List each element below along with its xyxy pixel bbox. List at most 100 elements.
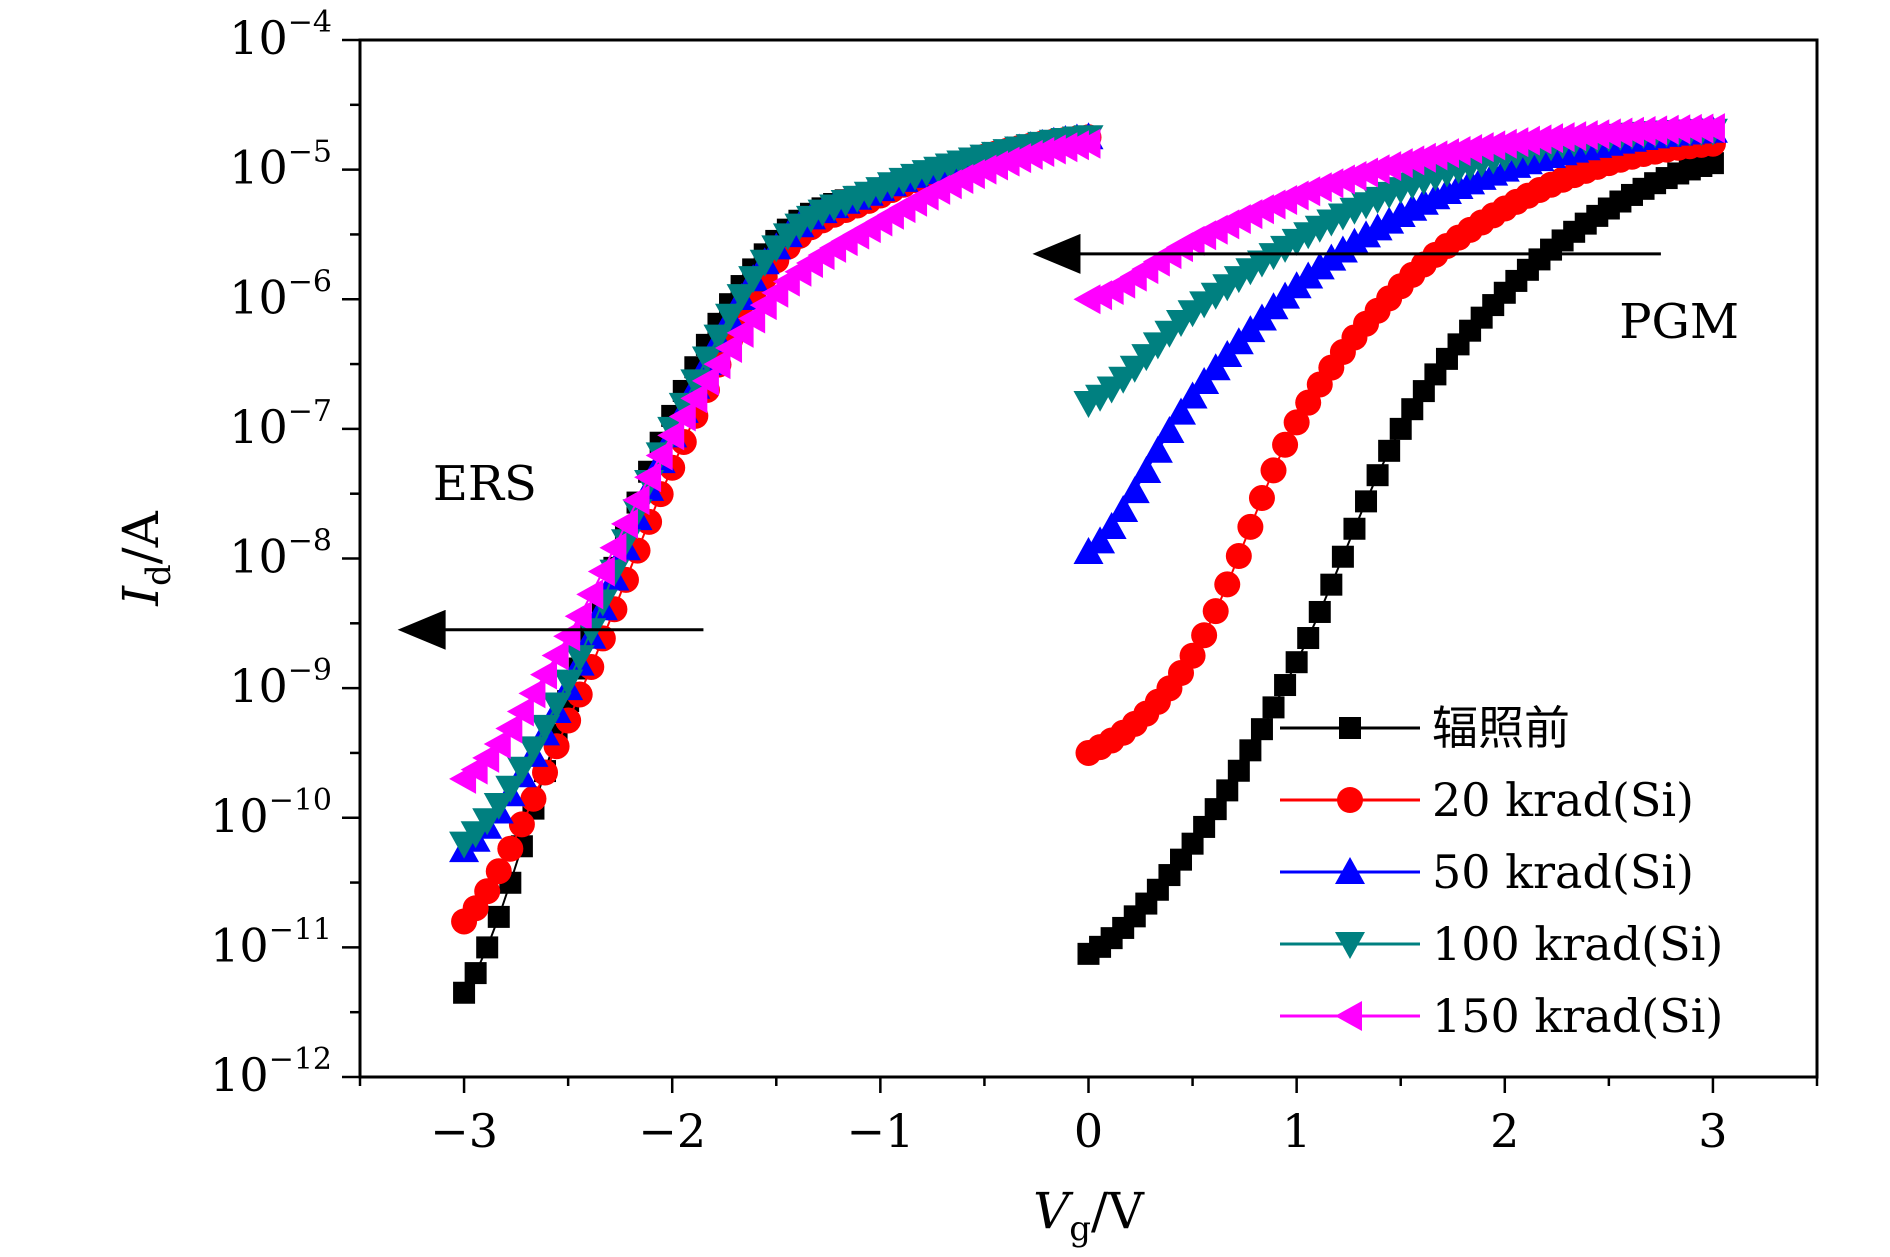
- legend-item: 20 krad(Si): [1280, 773, 1694, 827]
- data-point-pgm: [1489, 128, 1517, 159]
- y-tick-exponent: −10: [269, 783, 332, 818]
- data-point-ers: [1038, 134, 1066, 165]
- data-point-ers: [541, 692, 572, 720]
- y-tick-label: 10−11: [210, 912, 332, 972]
- y-axis-title-part: /A: [112, 510, 170, 564]
- data-point-ers: [495, 713, 523, 744]
- y-tick-label: 10−6: [229, 264, 332, 324]
- data-point-pgm: [1389, 417, 1412, 440]
- data-point-ers: [474, 878, 501, 905]
- data-point-pgm: [1227, 759, 1250, 782]
- data-point-ers: [541, 640, 569, 671]
- data-point-pgm: [1237, 513, 1264, 540]
- legend-marker: [1335, 857, 1365, 884]
- data-point-pgm: [1283, 409, 1310, 436]
- data-point-pgm: [1142, 435, 1173, 463]
- data-point-ers: [657, 420, 685, 451]
- x-tick-label: 1: [1282, 1104, 1311, 1158]
- x-axis-title-part: V: [1033, 1182, 1074, 1240]
- y-tick-exponent: −4: [288, 5, 332, 40]
- data-point-pgm: [1154, 415, 1185, 443]
- data-point-ers: [472, 808, 503, 836]
- series-4: [449, 113, 1725, 794]
- data-point-ers: [497, 835, 524, 862]
- y-tick-base: 10: [210, 918, 269, 972]
- data-point-ers: [749, 249, 780, 277]
- data-point-ers: [564, 601, 592, 632]
- data-point-pgm: [1260, 457, 1287, 484]
- data-point-pgm: [1351, 220, 1382, 248]
- y-axis-title-part: d: [139, 564, 179, 586]
- y-tick-label: 10−4: [229, 5, 332, 65]
- data-point-ers: [703, 349, 731, 380]
- x-axis-title-part: /V: [1091, 1182, 1145, 1240]
- data-point-ers: [506, 756, 537, 784]
- legend-label: 辐照前: [1432, 701, 1570, 755]
- legend-item: 100 krad(Si): [1280, 917, 1723, 971]
- data-point-ers: [1073, 128, 1101, 159]
- x-tick-label: 2: [1490, 1104, 1519, 1158]
- y-tick-exponent: −5: [288, 135, 332, 170]
- data-point-pgm: [1697, 113, 1725, 144]
- data-point-ers: [1027, 137, 1055, 168]
- data-point-pgm: [1478, 130, 1506, 161]
- data-point-ers: [520, 785, 547, 812]
- data-point-ers: [576, 579, 604, 610]
- y-tick-label: 10−5: [229, 135, 332, 195]
- data-point-pgm: [1202, 598, 1229, 625]
- data-point-pgm: [1085, 526, 1116, 554]
- data-point-pgm: [1189, 367, 1220, 395]
- data-point-pgm: [1274, 674, 1297, 697]
- data-point-ers: [1061, 130, 1089, 161]
- data-point-pgm: [1108, 495, 1139, 523]
- legend-label: 100 krad(Si): [1432, 917, 1723, 971]
- data-point-pgm: [1096, 512, 1127, 540]
- y-tick-base: 10: [210, 789, 269, 843]
- y-tick-base: 10: [229, 530, 288, 584]
- y-tick-exponent: −12: [269, 1042, 332, 1077]
- y-tick-exponent: −11: [269, 912, 332, 947]
- data-point-pgm: [1343, 517, 1366, 540]
- data-point-pgm: [1701, 152, 1724, 175]
- data-point-pgm: [1248, 485, 1275, 512]
- legend-marker: [1339, 717, 1361, 739]
- y-tick-base: 10: [229, 659, 288, 713]
- legend-item: 辐照前: [1280, 701, 1570, 755]
- data-point-pgm: [1366, 464, 1389, 487]
- data-point-ers: [483, 729, 511, 760]
- data-point-pgm: [1378, 439, 1401, 462]
- y-tick-exponent: −8: [288, 524, 332, 559]
- data-point-pgm: [1466, 132, 1494, 163]
- data-point-pgm: [1272, 431, 1299, 458]
- data-point-pgm: [1177, 381, 1208, 409]
- legend-marker: [1337, 787, 1363, 813]
- data-point-pgm: [1401, 398, 1424, 421]
- data-point-ers: [738, 266, 769, 294]
- legend-marker: [1335, 932, 1365, 959]
- y-axis-title-part: I: [112, 585, 170, 607]
- data-point-pgm: [1216, 779, 1239, 802]
- data-point-ers: [680, 383, 708, 414]
- y-tick-base: 10: [229, 141, 288, 195]
- data-point-pgm: [1225, 543, 1252, 570]
- data-point-pgm: [1443, 136, 1471, 167]
- y-tick-base: 10: [229, 270, 288, 324]
- x-axis-title: Vg/V: [1033, 1182, 1145, 1249]
- x-tick-label: 0: [1074, 1104, 1103, 1158]
- data-point-pgm: [1119, 476, 1150, 504]
- legend-label: 20 krad(Si): [1432, 773, 1694, 827]
- data-point-ers: [495, 775, 526, 803]
- data-point-ers: [518, 736, 549, 764]
- data-point-pgm: [1536, 123, 1564, 154]
- y-tick-exponent: −7: [288, 394, 332, 429]
- data-point-pgm: [1131, 456, 1162, 484]
- data-point-ers: [749, 290, 777, 321]
- series-group: [449, 113, 1728, 1004]
- y-tick-base: 10: [210, 1048, 269, 1102]
- data-point-pgm: [1512, 125, 1540, 156]
- data-point-pgm: [1181, 832, 1204, 855]
- data-point-ers: [715, 333, 743, 364]
